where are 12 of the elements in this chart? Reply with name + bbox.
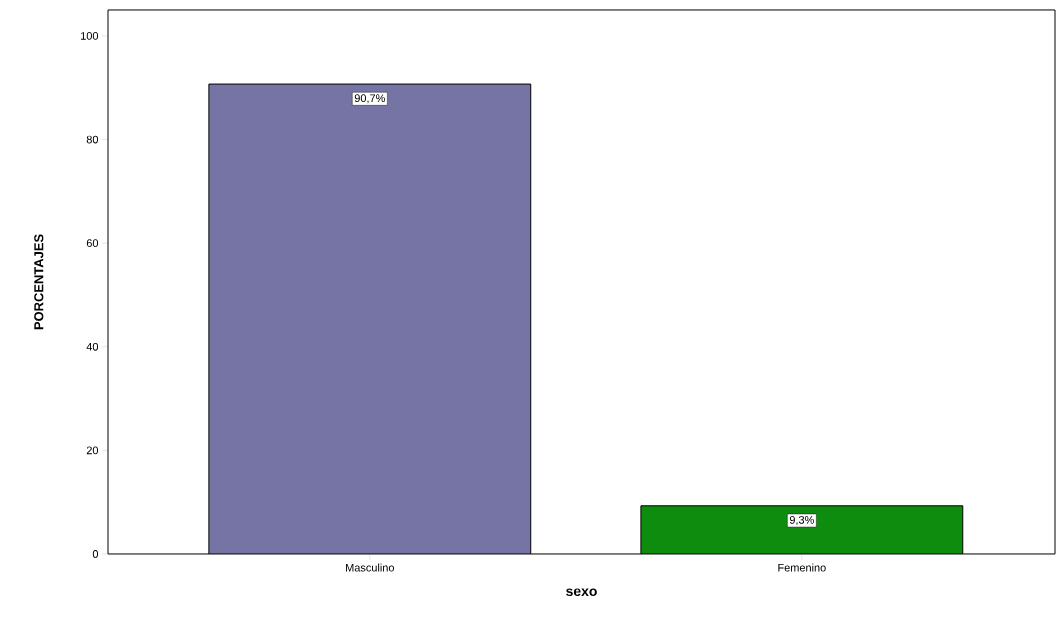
- y-tick-label: 0: [92, 550, 99, 558]
- x-tick-label: Femenino: [778, 563, 826, 572]
- data-label: 90,7%: [354, 94, 385, 104]
- x-axis-title: sexo: [566, 588, 597, 597]
- y-tick-label: 20: [86, 446, 99, 455]
- data-label: 9,3%: [789, 516, 814, 526]
- x-tick-label: Masculino: [346, 563, 395, 572]
- y-tick-label: 80: [86, 135, 99, 144]
- y-tick-label: 60: [86, 239, 99, 248]
- y-axis-title: PORCENTAJES: [34, 234, 44, 330]
- y-tick-label: 40: [86, 342, 99, 351]
- y-tick-label: 100: [81, 32, 99, 40]
